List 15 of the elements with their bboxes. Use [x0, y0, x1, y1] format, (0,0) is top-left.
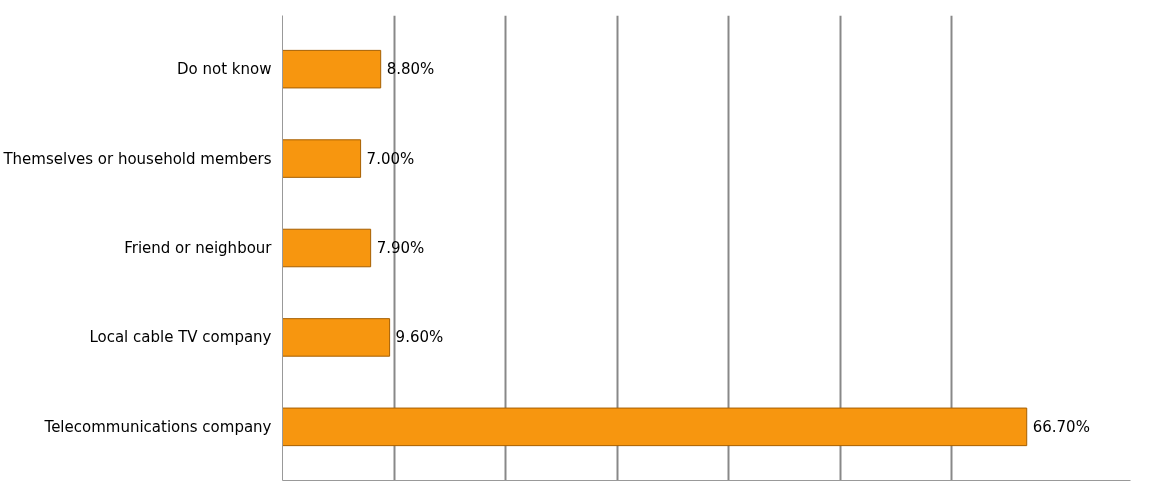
data-label: 8.80% [386, 60, 435, 79]
y-tick-label: Friend or neighbour [124, 239, 273, 257]
data-label: 9.60% [395, 328, 444, 347]
y-tick-label: Telecommunications company [43, 417, 272, 436]
bar [282, 407, 1028, 447]
data-label: 7.90% [376, 239, 425, 257]
y-tick-label: Do not know [177, 60, 272, 79]
y-tick-label: Local cable TV company [89, 328, 272, 347]
bar [282, 228, 372, 268]
bar [282, 139, 362, 178]
bar [282, 49, 382, 89]
data-label: 66.70% [1032, 417, 1090, 436]
bar [282, 318, 391, 357]
data-label: 7.00% [366, 149, 415, 168]
y-tick-label: Themselves or household members [2, 149, 272, 168]
